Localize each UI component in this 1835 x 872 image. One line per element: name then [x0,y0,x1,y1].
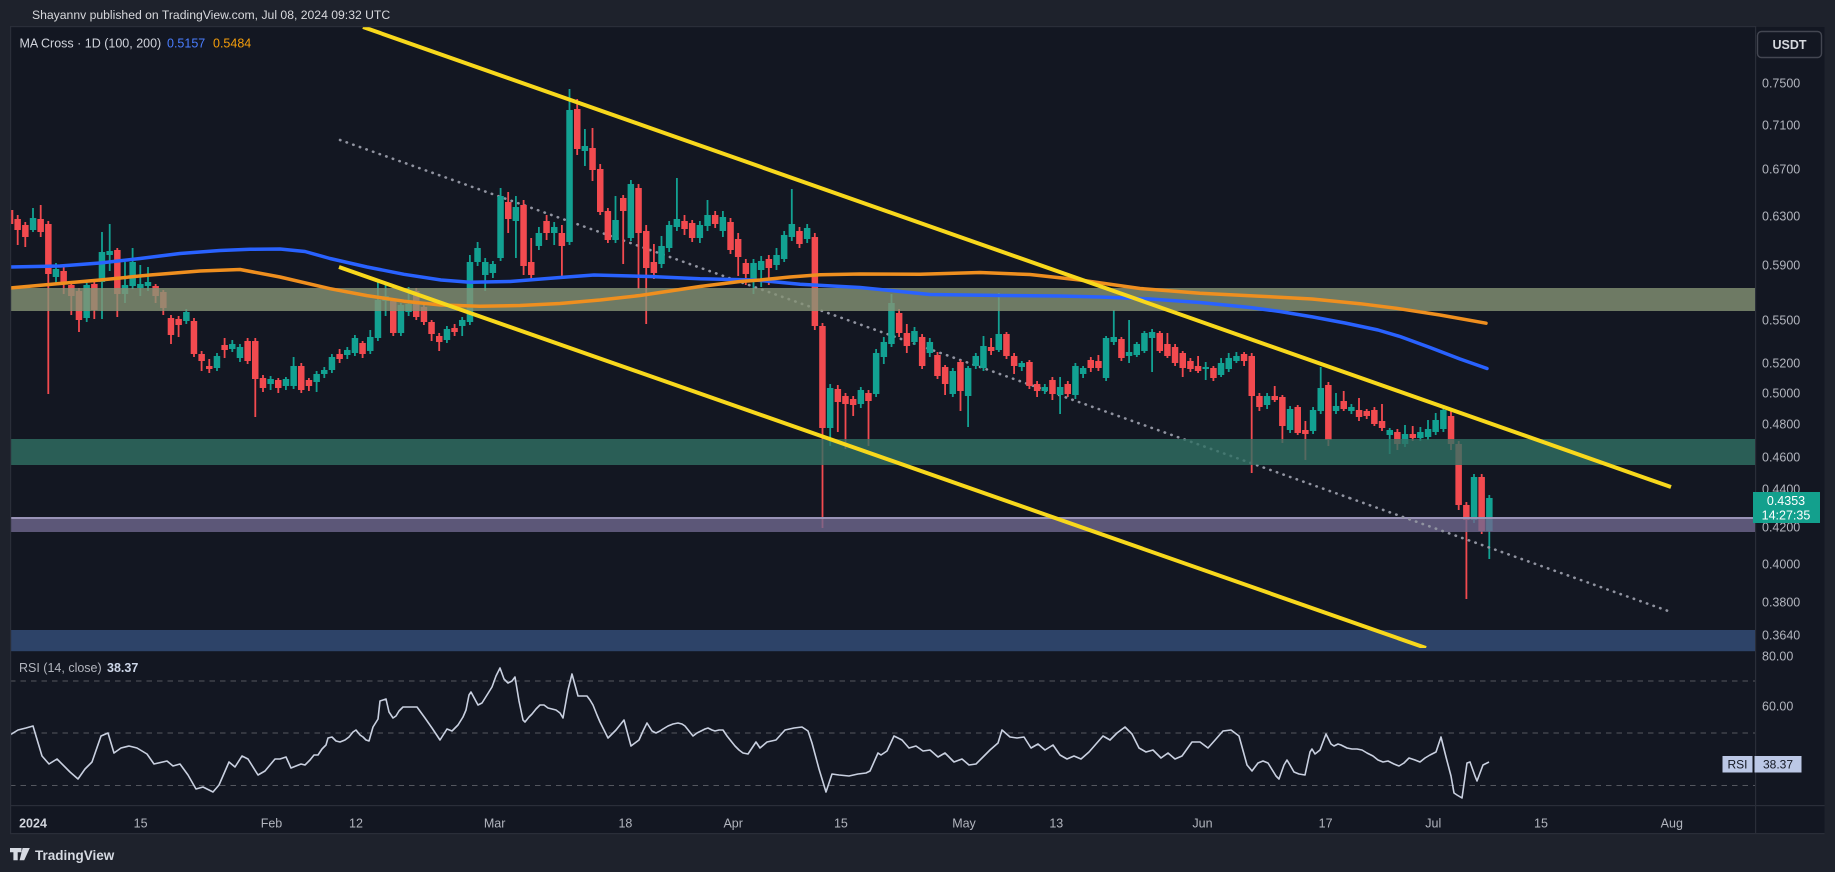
svg-text:0.5000: 0.5000 [1762,387,1800,401]
svg-text:0.4000: 0.4000 [1762,558,1800,572]
svg-text:TradingView: TradingView [35,848,115,863]
svg-text:38.37: 38.37 [107,661,138,675]
svg-text:14:27:35: 14:27:35 [1762,509,1811,523]
svg-text:Aug: Aug [1661,817,1683,831]
svg-text:13: 13 [1049,817,1063,831]
svg-text:12: 12 [349,817,363,831]
svg-text:Shayannv published on TradingV: Shayannv published on TradingView.com, J… [32,8,390,22]
svg-text:Jun: Jun [1192,817,1212,831]
svg-text:0.3800: 0.3800 [1762,596,1800,610]
svg-text:15: 15 [834,817,848,831]
svg-text:Feb: Feb [261,817,283,831]
svg-text:0.4200: 0.4200 [1762,521,1800,535]
svg-text:17: 17 [1319,817,1333,831]
svg-text:15: 15 [134,817,148,831]
svg-text:0.5500: 0.5500 [1762,314,1800,328]
svg-text:USDT: USDT [1772,38,1806,52]
svg-text:38.37: 38.37 [1763,758,1793,772]
svg-text:0.3640: 0.3640 [1762,629,1800,643]
svg-text:Apr: Apr [723,817,742,831]
svg-text:MA Cross · 1D (100, 200): MA Cross · 1D (100, 200) [20,37,162,51]
svg-text:0.5200: 0.5200 [1762,357,1800,371]
svg-text:May: May [952,817,976,831]
svg-text:0.4353: 0.4353 [1767,494,1805,508]
svg-text:0.4800: 0.4800 [1762,418,1800,432]
svg-text:2024: 2024 [19,817,47,831]
svg-text:0.6700: 0.6700 [1762,163,1800,177]
svg-text:Mar: Mar [484,817,506,831]
svg-text:0.4600: 0.4600 [1762,451,1800,465]
svg-text:18: 18 [618,817,632,831]
svg-text:15: 15 [1534,817,1548,831]
svg-text:RSI: RSI [1727,758,1747,772]
svg-text:0.5157: 0.5157 [167,37,205,51]
svg-text:0.5484: 0.5484 [213,37,251,51]
svg-text:RSI (14, close): RSI (14, close) [19,661,102,675]
svg-text:0.7100: 0.7100 [1762,119,1800,133]
svg-text:60.00: 60.00 [1762,700,1793,714]
svg-text:80.00: 80.00 [1762,650,1793,664]
svg-text:Jul: Jul [1425,817,1441,831]
svg-text:0.6300: 0.6300 [1762,210,1800,224]
svg-text:0.5900: 0.5900 [1762,259,1800,273]
svg-text:0.7500: 0.7500 [1762,77,1800,91]
